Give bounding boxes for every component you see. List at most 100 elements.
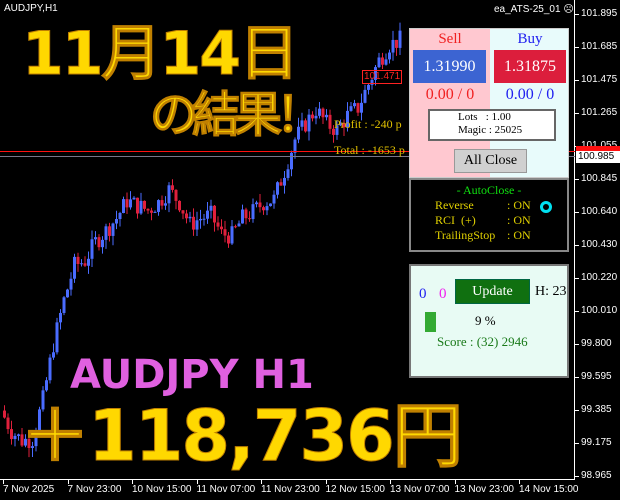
- candle-body: [314, 115, 318, 119]
- chart-plot-area[interactable]: [0, 0, 575, 480]
- setting-name: RCI (+): [435, 213, 476, 227]
- price-label: 100.845: [581, 173, 618, 184]
- bid-line: [0, 151, 575, 152]
- candle-body: [293, 139, 297, 153]
- setting-value: : ON: [507, 228, 531, 242]
- candle-body: [52, 352, 55, 358]
- price-tick: [575, 278, 579, 279]
- candle-body: [328, 114, 332, 129]
- magic-value: Magic : 25025: [458, 124, 523, 136]
- price-tick: [575, 212, 579, 213]
- candle-body: [122, 199, 125, 213]
- update-button[interactable]: Update: [455, 279, 530, 304]
- price-label: 100.010: [581, 305, 618, 316]
- status-dot-icon: [540, 201, 552, 213]
- candle-body: [178, 200, 181, 211]
- candle-body: [108, 226, 111, 236]
- overlay-amount: ＋118,736円: [20, 395, 464, 477]
- time-tick: [261, 480, 262, 484]
- candle-body: [202, 218, 206, 220]
- candle-body: [398, 30, 402, 48]
- candle-body: [73, 256, 76, 279]
- candle-body: [363, 89, 367, 103]
- price-tick: [575, 245, 579, 246]
- price-label: 100.220: [581, 272, 618, 283]
- candle-body: [227, 235, 230, 244]
- candle-body: [185, 213, 188, 219]
- candle-body: [69, 278, 73, 290]
- overlay-result: の結果！: [149, 87, 324, 143]
- time-tick: [132, 480, 133, 484]
- price-label: 100.640: [581, 206, 618, 217]
- progress-text: 9 %: [475, 313, 496, 328]
- current-price-label: 100.985: [576, 151, 620, 163]
- candle-body: [41, 390, 45, 410]
- candle-body: [234, 226, 237, 228]
- candle-body: [3, 410, 6, 418]
- price-tick: [575, 377, 579, 378]
- score-panel: 0 0 Update H: 23 9 % Score : (32) 2946: [409, 264, 569, 378]
- candle-body: [276, 182, 279, 195]
- setting-name: Reverse: [435, 198, 474, 212]
- setting-value: : ON: [507, 213, 531, 227]
- candle-body: [356, 103, 360, 113]
- time-label: 13 Nov 07:00: [390, 484, 450, 495]
- candle-body: [132, 197, 136, 200]
- score-label: Score : (32) 2946: [437, 334, 528, 349]
- price-label: 101.265: [581, 107, 618, 118]
- candle-body: [27, 438, 31, 448]
- candle-body: [300, 120, 304, 127]
- autoclose-setting: Reverse : ON: [435, 198, 567, 213]
- candle-body: [325, 114, 328, 118]
- autoclose-panel: - AutoClose - Reverse: ON RCI (+): ON Trai…: [409, 178, 569, 252]
- candle-body: [66, 289, 69, 298]
- candle-body: [139, 200, 143, 214]
- time-tick: [519, 480, 520, 484]
- candle-body: [199, 218, 202, 221]
- autoclose-setting: RCI (+) : ON: [435, 213, 567, 228]
- candle-body: [388, 52, 391, 60]
- time-label: 7 Nov 2025: [3, 484, 55, 495]
- candle-body: [311, 114, 314, 119]
- all-close-button[interactable]: All Close: [454, 149, 527, 173]
- buy-button[interactable]: 1.31875: [494, 50, 566, 83]
- price-tick: [575, 113, 579, 114]
- candle-body: [153, 211, 157, 213]
- price-label: 99.385: [581, 404, 612, 415]
- candle-body: [332, 128, 335, 135]
- time-label: 10 Nov 15:00: [132, 484, 192, 495]
- candle-body: [290, 152, 293, 170]
- candle-body: [265, 206, 269, 211]
- candle-body: [279, 182, 283, 186]
- candle-body: [164, 203, 167, 206]
- candle-body: [374, 67, 377, 80]
- candle-body: [181, 210, 185, 214]
- candle-body: [248, 218, 251, 220]
- candle-body: [24, 438, 27, 446]
- setting-value: : ON: [507, 198, 531, 212]
- candle-body: [48, 357, 52, 381]
- candle-body: [335, 125, 339, 135]
- price-label: 101.055: [581, 140, 617, 151]
- candle-body: [360, 102, 363, 113]
- price-tick: [575, 179, 579, 180]
- candle-body: [10, 429, 13, 440]
- candle-body: [97, 237, 101, 248]
- sell-label: Sell: [438, 31, 462, 47]
- candle-body: [304, 120, 307, 132]
- ea-name-label: ea_ATS-25_01: [494, 4, 561, 15]
- candle-body: [167, 185, 171, 204]
- bid-price-marker: [576, 146, 620, 152]
- candle-body: [118, 212, 122, 220]
- price-tick: [575, 14, 579, 15]
- candle-body: [395, 39, 398, 48]
- candle-body: [381, 57, 384, 65]
- candle-body: [87, 258, 90, 266]
- candle-body: [157, 200, 160, 212]
- candle-body: [213, 205, 216, 223]
- price-label: 98.965: [581, 470, 612, 481]
- sell-button[interactable]: 1.31990: [413, 50, 486, 83]
- price-tick: [575, 410, 579, 411]
- candle-body: [353, 103, 356, 107]
- candle-body: [370, 79, 374, 85]
